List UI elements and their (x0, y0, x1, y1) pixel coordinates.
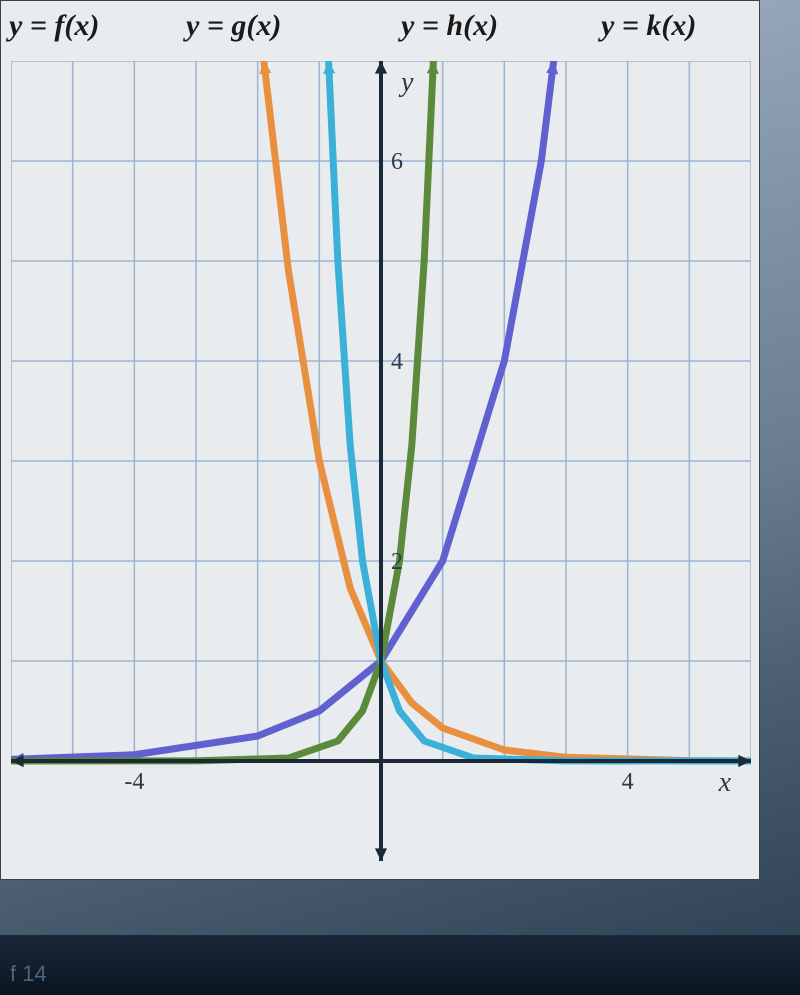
label-g: y = g(x) (186, 9, 281, 43)
svg-text:2: 2 (391, 549, 403, 575)
chart-panel: y = f(x) y = g(x) y = h(x) y = k(x) -4 4 2… (0, 0, 760, 880)
svg-text:-4: -4 (124, 769, 144, 795)
label-f: y = f(x) (9, 9, 99, 43)
photo-background: y = f(x) y = g(x) y = h(x) y = k(x) -4 4 2… (0, 0, 800, 995)
footer-text: f 14 (10, 961, 47, 987)
svg-text:y: y (398, 67, 414, 98)
svg-text:4: 4 (391, 349, 403, 375)
label-h: y = h(x) (401, 9, 498, 43)
label-k: y = k(x) (601, 9, 696, 43)
svg-text:4: 4 (622, 769, 634, 795)
footer-strip: f 14 (0, 935, 800, 995)
svg-text:6: 6 (391, 149, 403, 175)
svg-text:x: x (718, 767, 732, 798)
chart-svg: -4 4 2 4 6 y x (11, 61, 751, 861)
